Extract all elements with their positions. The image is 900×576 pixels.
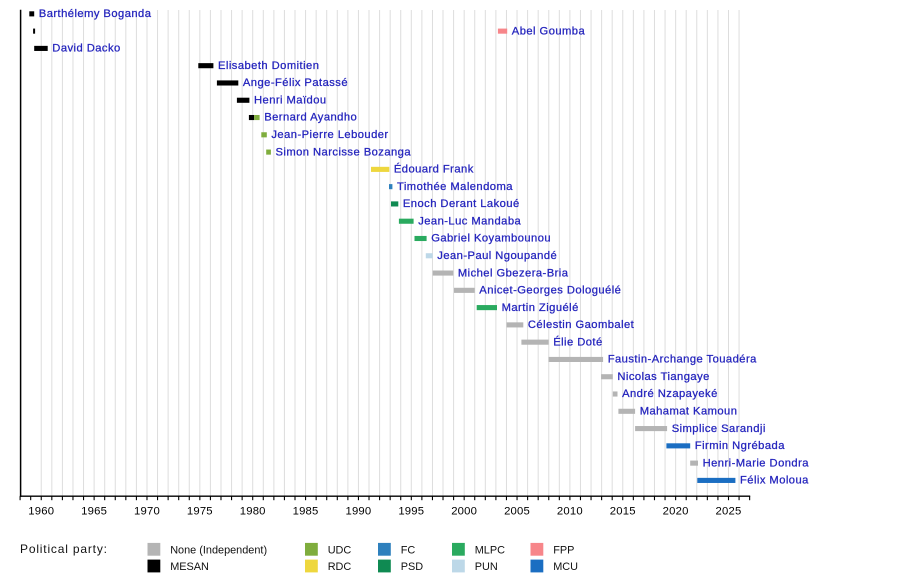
svg-text:1985: 1985 xyxy=(293,506,319,518)
svg-text:1990: 1990 xyxy=(345,506,371,518)
svg-text:Barthélemy Boganda: Barthélemy Boganda xyxy=(39,8,152,20)
svg-text:Édouard Frank: Édouard Frank xyxy=(394,163,474,176)
svg-text:Abel Goumba: Abel Goumba xyxy=(512,25,586,37)
svg-text:MLPC: MLPC xyxy=(475,545,505,557)
svg-text:Simplice Sarandji: Simplice Sarandji xyxy=(672,423,766,435)
svg-text:André Nzapayeké: André Nzapayeké xyxy=(622,388,718,400)
svg-text:Enoch Derant Lakoué: Enoch Derant Lakoué xyxy=(403,198,520,210)
svg-text:Élie Doté: Élie Doté xyxy=(553,335,602,348)
svg-text:Jean-Luc Mandaba: Jean-Luc Mandaba xyxy=(418,215,521,227)
svg-text:Henri-Marie Dondra: Henri-Marie Dondra xyxy=(703,457,810,469)
svg-text:Political party:: Political party: xyxy=(20,542,108,556)
svg-text:MESAN: MESAN xyxy=(170,561,209,573)
svg-text:Félix Moloua: Félix Moloua xyxy=(740,475,809,487)
svg-text:Mahamat Kamoun: Mahamat Kamoun xyxy=(640,405,738,417)
svg-text:David Dacko: David Dacko xyxy=(52,43,120,55)
svg-text:Firmin Ngrébada: Firmin Ngrébada xyxy=(695,440,785,452)
svg-text:2010: 2010 xyxy=(557,506,583,518)
svg-text:Elisabeth Domitien: Elisabeth Domitien xyxy=(218,60,319,72)
svg-text:Faustin-Archange Touadéra: Faustin-Archange Touadéra xyxy=(608,354,757,366)
svg-text:1980: 1980 xyxy=(240,506,266,518)
svg-text:MCU: MCU xyxy=(553,561,578,573)
svg-text:Gabriel Koyambounou: Gabriel Koyambounou xyxy=(431,233,551,245)
svg-text:Anicet-Georges Dologuélé: Anicet-Georges Dologuélé xyxy=(479,285,621,297)
svg-text:Michel Gbezera-Bria: Michel Gbezera-Bria xyxy=(458,267,569,279)
svg-text:Ange-Félix Patassé: Ange-Félix Patassé xyxy=(243,77,348,89)
svg-text:Simon Narcisse Bozanga: Simon Narcisse Bozanga xyxy=(276,146,412,158)
svg-text:UDC: UDC xyxy=(328,545,352,557)
svg-text:Martin Ziguélé: Martin Ziguélé xyxy=(502,302,579,314)
svg-text:Timothée Malendoma: Timothée Malendoma xyxy=(397,181,513,193)
svg-text:PUN: PUN xyxy=(475,561,498,573)
svg-text:None (Independent): None (Independent) xyxy=(170,545,267,557)
svg-text:1970: 1970 xyxy=(134,506,160,518)
svg-text:2025: 2025 xyxy=(716,506,742,518)
svg-text:2000: 2000 xyxy=(451,506,477,518)
svg-text:RDC: RDC xyxy=(328,561,352,573)
svg-text:Jean-Pierre Lebouder: Jean-Pierre Lebouder xyxy=(271,129,388,141)
svg-text:Célestin Gaombalet: Célestin Gaombalet xyxy=(528,319,635,331)
svg-text:Bernard Ayandho: Bernard Ayandho xyxy=(264,112,357,124)
svg-text:2005: 2005 xyxy=(504,506,530,518)
svg-text:1995: 1995 xyxy=(398,506,424,518)
svg-text:Henri Maïdou: Henri Maïdou xyxy=(254,94,327,106)
svg-text:2020: 2020 xyxy=(663,506,689,518)
svg-text:Jean-Paul Ngoupandé: Jean-Paul Ngoupandé xyxy=(437,250,557,262)
svg-text:Nicolas Tiangaye: Nicolas Tiangaye xyxy=(617,371,709,383)
svg-text:FPP: FPP xyxy=(553,545,574,557)
svg-text:FC: FC xyxy=(401,545,416,557)
svg-text:1960: 1960 xyxy=(28,506,54,518)
svg-text:PSD: PSD xyxy=(401,561,424,573)
svg-text:1965: 1965 xyxy=(81,506,107,518)
svg-text:2015: 2015 xyxy=(610,506,636,518)
svg-text:1975: 1975 xyxy=(187,506,213,518)
